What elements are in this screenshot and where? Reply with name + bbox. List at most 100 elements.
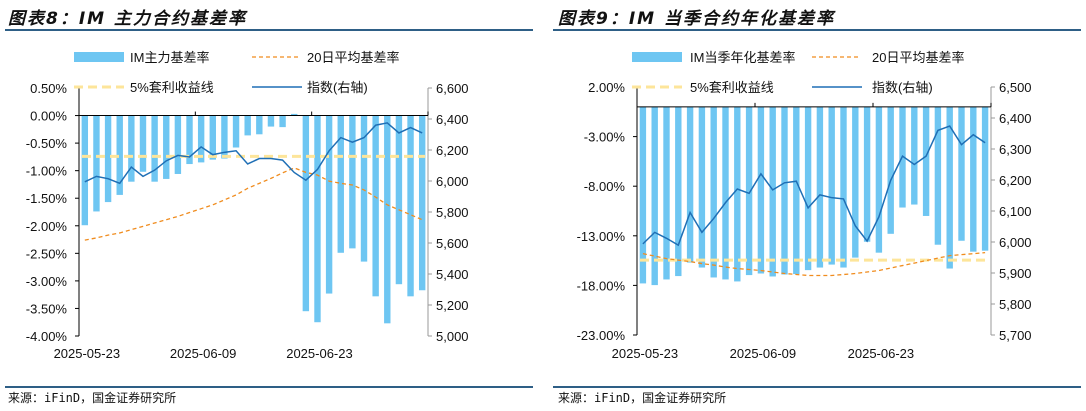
legend-label: IM主力基差率	[130, 50, 209, 65]
basis-bar	[958, 106, 965, 241]
basis-bar	[970, 106, 977, 252]
legend: IM主力基差率 20日平均基差率 5%套利收益线 指数(右轴)	[74, 50, 399, 95]
left-tick-label: -2.50%	[26, 246, 68, 261]
basis-bar	[981, 106, 989, 251]
basis-bar	[639, 106, 647, 284]
left-tick-label: -4.00%	[26, 329, 68, 344]
x-tick-label: 2025-06-09	[730, 346, 797, 361]
basis-bar	[81, 115, 89, 226]
right-tick-label: 5,600	[436, 236, 469, 251]
basis-bar	[934, 106, 942, 245]
basis-bar	[911, 106, 918, 205]
basis-bar	[197, 115, 205, 163]
basis-bar	[757, 106, 765, 274]
basis-bar	[279, 115, 286, 128]
right-tick-label: 6,200	[999, 173, 1032, 188]
right-tick-label: 6,400	[436, 112, 469, 127]
right-tick-label: 5,000	[436, 329, 469, 344]
basis-bar	[395, 115, 403, 285]
left-title-rule	[5, 29, 533, 31]
basis-bar	[151, 115, 158, 182]
basis-bar	[256, 115, 263, 135]
right-tick-label: 5,900	[999, 266, 1032, 281]
right-tick-label: 6,000	[436, 174, 469, 189]
left-chart: 0.50% 0.00% -0.50% -1.00% -1.50% -2.00% -2.50%…	[26, 50, 469, 361]
left-tick-label: -13.00%	[577, 229, 626, 244]
left-tick-label: -18.00%	[577, 278, 626, 293]
left-tick-label: -1.50%	[26, 191, 68, 206]
basis-bar	[244, 115, 251, 136]
basis-bar	[887, 106, 894, 234]
right-tick-label: 5,800	[999, 297, 1032, 312]
basis-bar	[186, 115, 193, 165]
left-tick-label: -8.00%	[584, 179, 626, 194]
legend: IM当季年化基差率 20日平均基差率 5%套利收益线 指数(右轴)	[632, 50, 964, 95]
legend-bar-swatch	[632, 52, 682, 62]
basis-bar	[663, 106, 670, 280]
basis-bar	[781, 106, 788, 275]
basis-bar	[360, 115, 368, 262]
right-tick-label: 5,400	[436, 267, 469, 282]
basis-bar	[852, 106, 859, 258]
basis-bar	[734, 106, 741, 282]
left-tick-label: -1.00%	[26, 164, 68, 179]
legend-label: IM当季年化基差率	[690, 50, 795, 65]
right-source-rule	[553, 386, 1081, 388]
left-tick-label: 2.00%	[588, 80, 625, 95]
right-source-note: 来源：iFinD，国金证券研究所	[558, 391, 727, 405]
basis-bar	[875, 106, 883, 253]
right-tick-label: 6,600	[436, 81, 469, 96]
basis-bar	[863, 106, 871, 242]
right-tick-label: 6,100	[999, 204, 1032, 219]
basis-bar	[722, 106, 729, 280]
left-tick-label: -23.00%	[577, 328, 626, 343]
left-tick-label: -0.50%	[26, 136, 68, 151]
basis-bar	[139, 115, 147, 172]
basis-bar	[698, 106, 706, 268]
basis-bar	[93, 115, 100, 212]
left-tick-label: -3.00%	[26, 274, 68, 289]
basis-bar	[840, 106, 847, 268]
legend-label: 20日平均基差率	[307, 50, 399, 65]
basis-bar	[116, 115, 123, 195]
basis-bar	[686, 106, 694, 263]
basis-bar	[174, 115, 182, 174]
left-tick-label: 0.50%	[30, 81, 67, 96]
basis-bar	[221, 115, 228, 159]
right-tick-label: 5,200	[436, 298, 469, 313]
basis-bar	[372, 115, 379, 297]
right-tick-label: 6,000	[999, 235, 1032, 250]
basis-bar	[769, 106, 776, 277]
legend-label: 5%套利收益线	[130, 80, 214, 95]
basis-bar	[384, 115, 391, 324]
basis-bar	[267, 115, 275, 127]
basis-bar	[418, 115, 426, 291]
basis-bar	[302, 115, 310, 312]
left-source-rule	[5, 386, 533, 388]
right-tick-label: 6,500	[999, 80, 1032, 95]
x-tick-label: 2025-05-23	[612, 346, 679, 361]
avg-20d-line	[642, 252, 986, 277]
basis-bar	[349, 115, 356, 249]
basis-bar	[337, 115, 344, 253]
basis-bar	[651, 106, 658, 286]
right-title-rule	[553, 29, 1081, 31]
basis-bar	[793, 106, 800, 275]
right-chart-title: 图表9：IM 当季合约年化基差率	[558, 9, 835, 29]
left-tick-label: -2.00%	[26, 219, 68, 234]
basis-bar	[804, 106, 812, 271]
right-tick-label: 6,200	[436, 143, 469, 158]
right-tick-label: 5,800	[436, 205, 469, 220]
basis-bar	[922, 106, 930, 216]
x-tick-label: 2025-06-09	[170, 346, 237, 361]
basis-bar	[291, 113, 298, 116]
basis-bar	[209, 115, 216, 160]
right-chart: 2.00% -3.00% -8.00% -13.00% -18.00% -23.00% 6,…	[577, 50, 1032, 361]
basis-bar	[128, 115, 135, 182]
legend-label: 指数(右轴)	[307, 80, 368, 95]
avg-20d-line	[84, 167, 423, 241]
basis-bar	[675, 106, 682, 277]
left-tick-label: -3.50%	[26, 301, 68, 316]
